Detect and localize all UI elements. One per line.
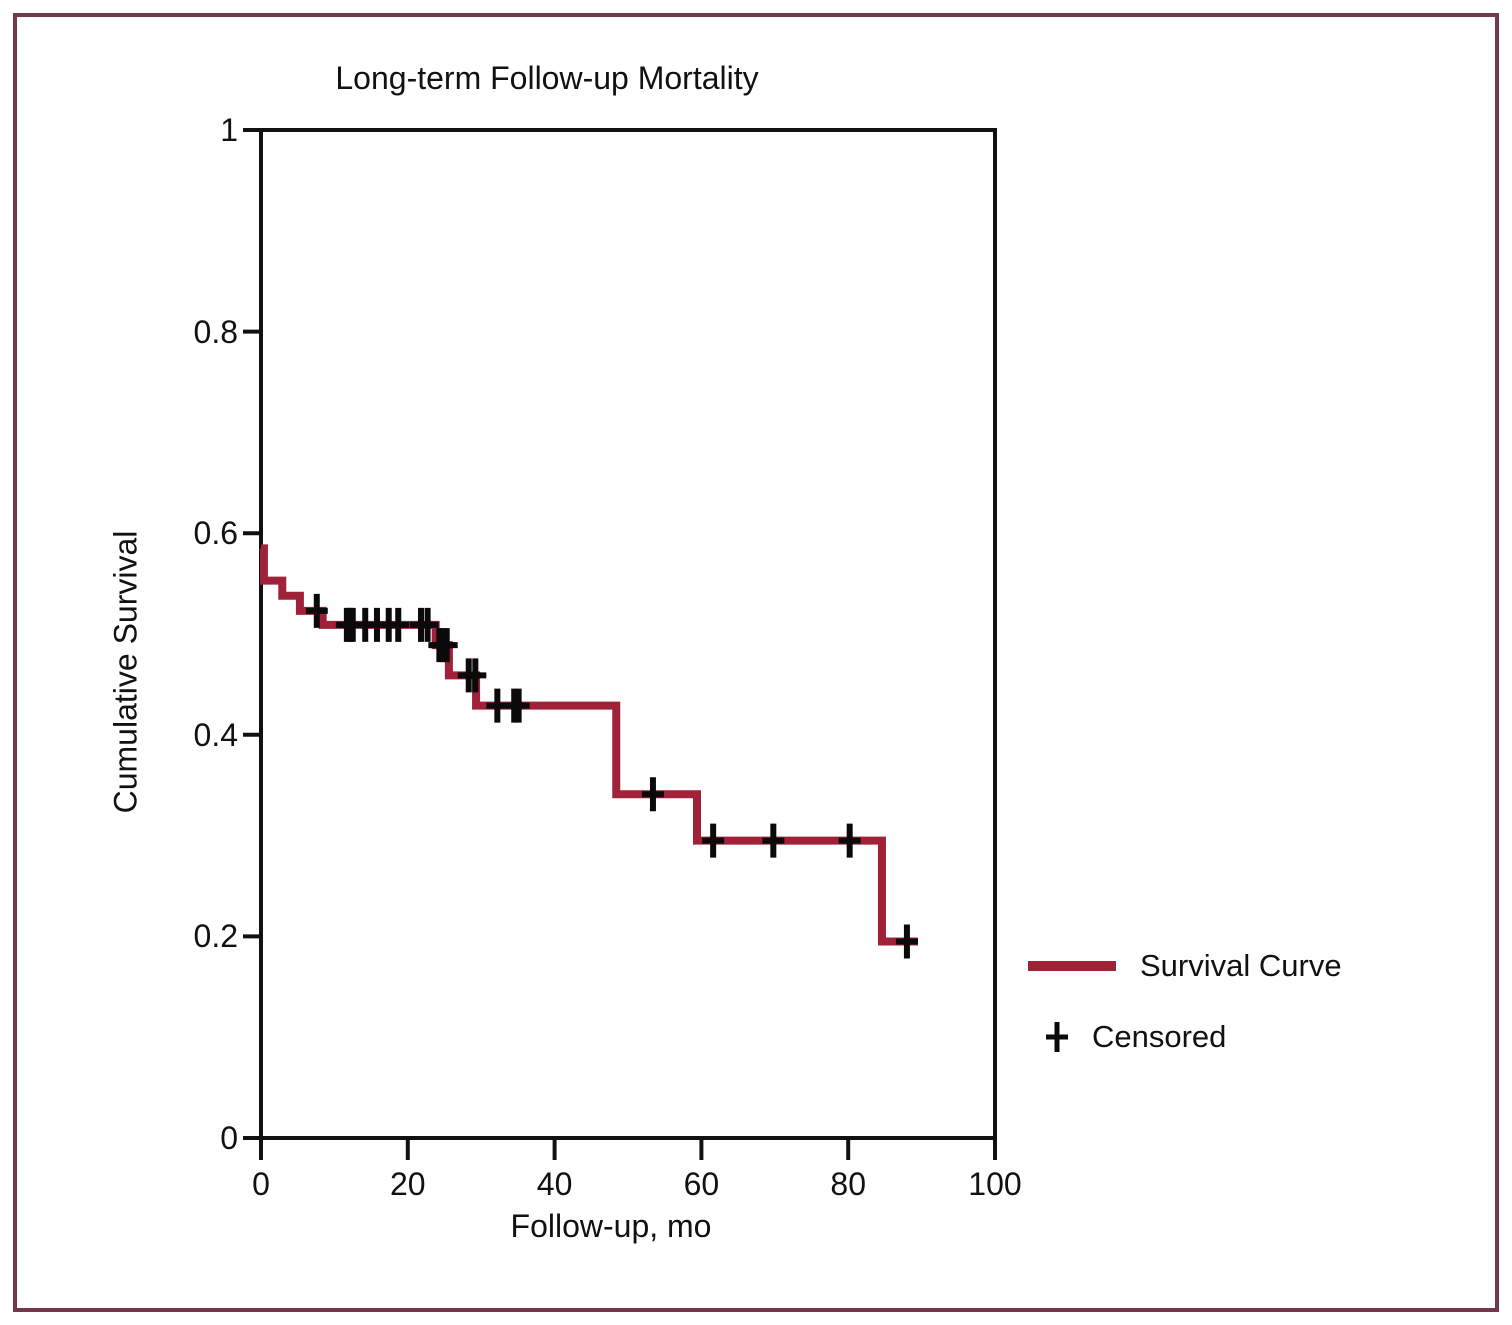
censored-mark (435, 628, 458, 663)
censored-mark (416, 607, 439, 642)
x-tick-label: 0 (252, 1166, 270, 1202)
x-tick-label: 20 (390, 1166, 426, 1202)
legend-label-censored: Censored (1092, 1019, 1227, 1054)
censored-mark (464, 658, 487, 693)
censored-mark (838, 823, 861, 858)
x-tick-label: 100 (968, 1166, 1022, 1202)
censored-mark (387, 607, 410, 642)
y-tick-label: 0.6 (193, 515, 238, 552)
legend-label-survival-curve: Survival Curve (1140, 948, 1342, 983)
y-tick-label: 0 (220, 1120, 238, 1156)
x-tick-label: 60 (683, 1166, 720, 1202)
y-axis-label: Cumulative Survival (107, 530, 144, 814)
survival-step-curve (259, 544, 918, 946)
censored-mark (507, 688, 530, 723)
survival-curve-line-swatch (1028, 961, 1116, 971)
x-axis-label: Follow-up, mo (510, 1208, 712, 1244)
censored-mark (762, 823, 785, 858)
y-tick-label: 0.4 (193, 716, 238, 753)
plot-frame (259, 128, 997, 1140)
legend-item-censored: Censored (1040, 1018, 1226, 1056)
y-tick-label: 0.8 (193, 313, 238, 350)
censored-mark (641, 777, 664, 812)
censored-mark (305, 593, 328, 628)
censored-mark (895, 924, 918, 959)
y-tick-label: 1 (220, 112, 238, 148)
y-tick-label: 0.2 (193, 918, 238, 955)
x-tick-label: 40 (536, 1166, 573, 1202)
censored-mark (702, 823, 725, 858)
legend-item-survival-curve: Survival Curve (1028, 948, 1342, 984)
censored-plus-icon (1046, 1022, 1068, 1052)
x-tick-label: 80 (830, 1166, 866, 1202)
chart-title: Long-term Follow-up Mortality (335, 60, 759, 96)
